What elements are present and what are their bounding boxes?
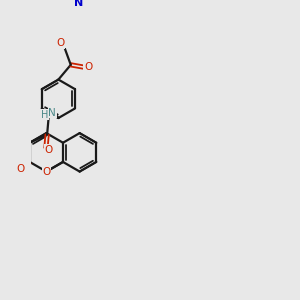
Text: N: N (74, 0, 83, 8)
Text: N: N (48, 108, 56, 118)
Text: O: O (16, 164, 25, 174)
Text: O: O (56, 38, 64, 48)
Text: O: O (84, 62, 92, 72)
Text: O: O (42, 167, 50, 177)
Text: H: H (41, 110, 48, 120)
Text: O: O (44, 145, 52, 154)
